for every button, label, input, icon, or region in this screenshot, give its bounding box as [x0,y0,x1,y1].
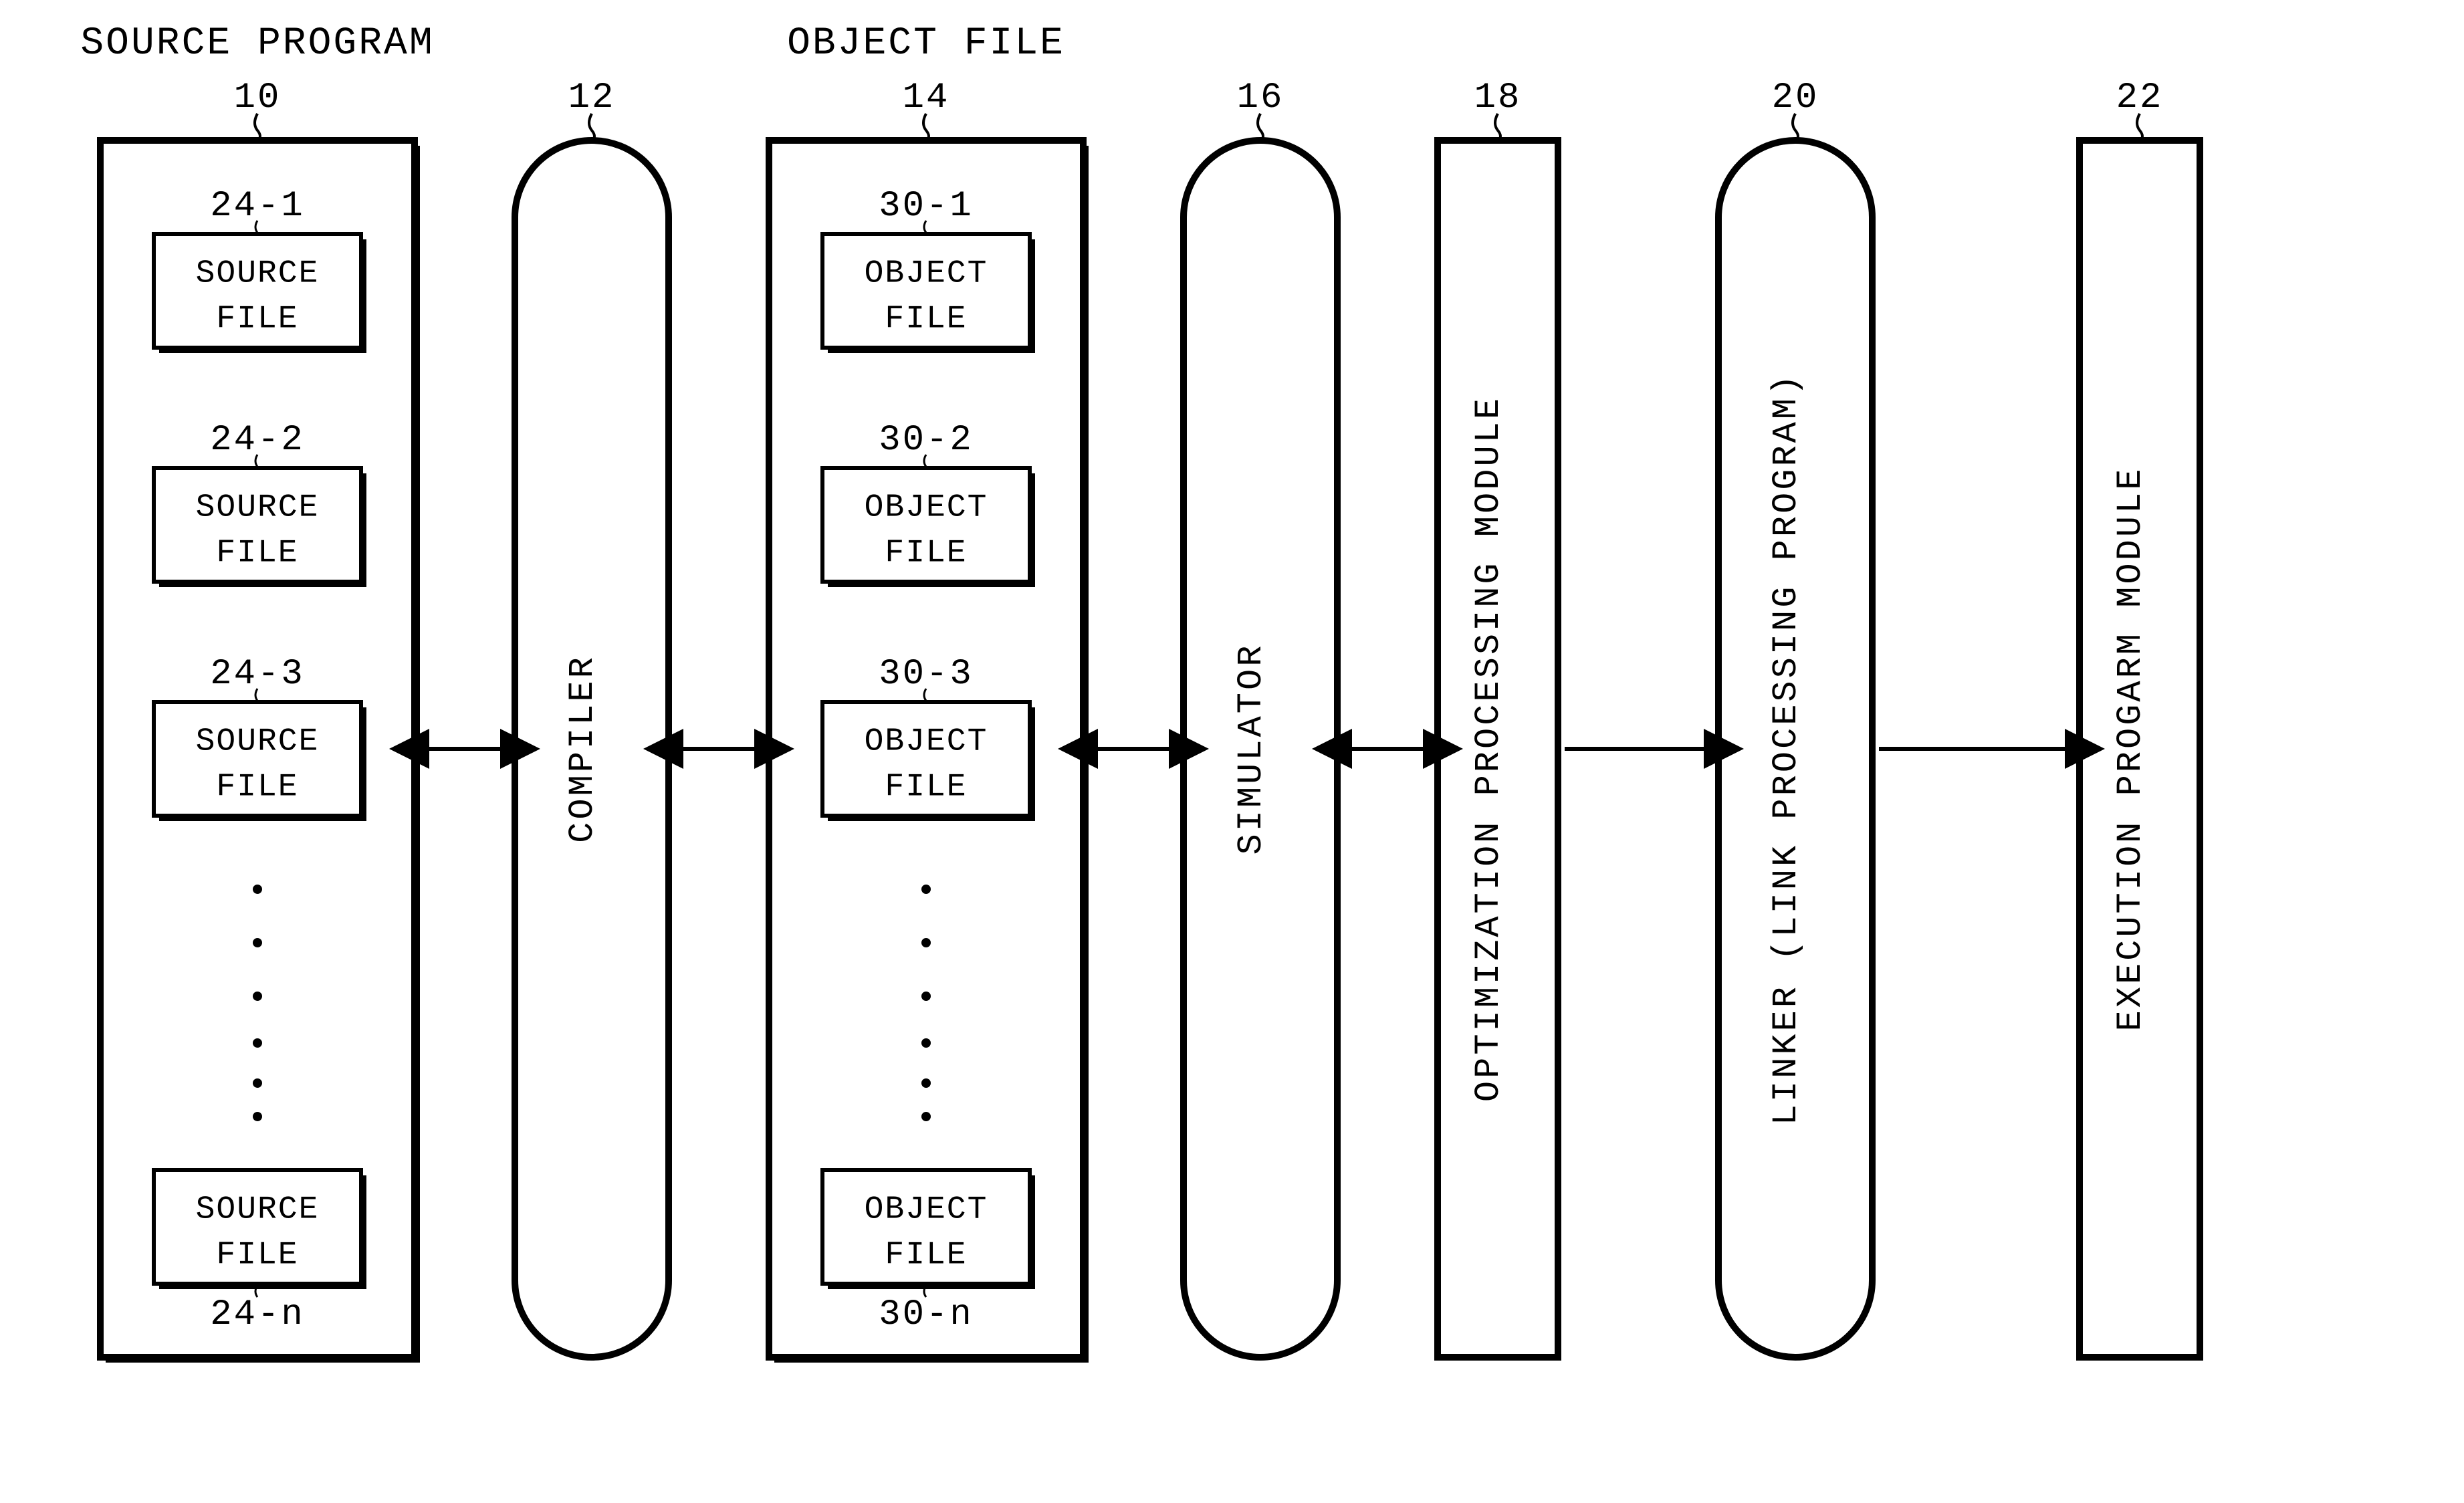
refnum-24-n: 24-n [210,1294,305,1335]
source-file-3-l2: FILE [216,769,298,805]
optimization-label: OPTIMIZATION PROCESSING MODULE [1469,396,1508,1102]
source-file-2-l2: FILE [216,535,298,571]
object-file-2-l1: OBJECT [865,489,988,526]
refnum-30-n: 30-n [879,1294,974,1335]
refnum-12: 12 [568,78,616,118]
header-object-file: OBJECT FILE [787,22,1065,66]
flowchart: SOURCE PROGRAM OBJECT FILE 10 12 14 16 18 20 22 C… [0,0,2464,1503]
linker-label: LINKER (LINK PROCESSING PROGRAM) [1767,372,1806,1126]
refnum-18: 18 [1474,78,1522,118]
object-file-2-l2: FILE [885,535,967,571]
source-file-1-l1: SOURCE [196,255,320,292]
simulator-label: SIMULATOR [1232,643,1271,855]
execution-label: EXECUTION PROGARM MODULE [2111,467,2150,1032]
refnum-10: 10 [234,78,282,118]
refnum-24-3: 24-3 [210,654,305,695]
object-file-n-l2: FILE [885,1237,967,1273]
source-file-3-l1: SOURCE [196,723,320,760]
refnum-24-1: 24-1 [210,186,305,227]
object-file-3-l1: OBJECT [865,723,988,760]
refnum-20: 20 [1772,78,1819,118]
source-file-n-l1: SOURCE [196,1191,320,1228]
refnum-24-2: 24-2 [210,420,305,461]
object-file-1-l2: FILE [885,301,967,337]
refnum-14: 14 [903,78,950,118]
refnum-30-2: 30-2 [879,420,974,461]
refnum-30-1: 30-1 [879,186,974,227]
source-file-n-l2: FILE [216,1237,298,1273]
refnum-22: 22 [2116,78,2164,118]
object-file-n-l1: OBJECT [865,1191,988,1228]
object-file-1-l1: OBJECT [865,255,988,292]
source-file-2-l1: SOURCE [196,489,320,526]
refnum-30-3: 30-3 [879,654,974,695]
refnum-16: 16 [1237,78,1284,118]
object-file-3-l2: FILE [885,769,967,805]
compiler-label: COMPILER [563,655,602,843]
source-file-1-l2: FILE [216,301,298,337]
header-source-program: SOURCE PROGRAM [80,22,434,66]
